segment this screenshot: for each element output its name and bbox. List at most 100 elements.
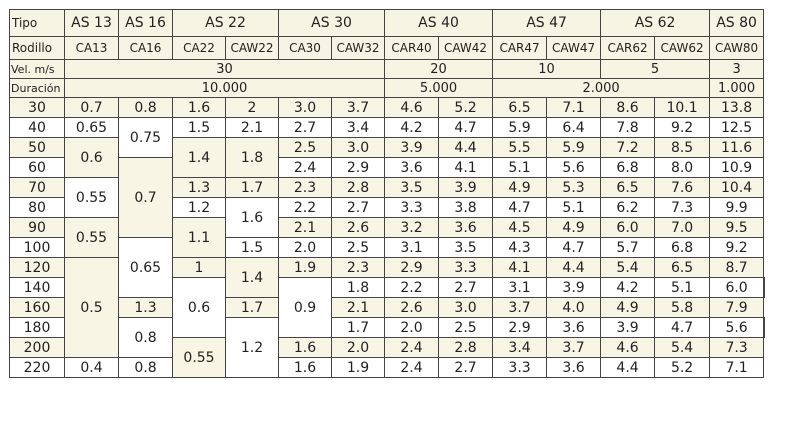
roller-caw22: CAW22 (224, 36, 280, 60)
ca16-cell: 0.75 (118, 117, 173, 158)
caw80-cell: 12.5 (709, 117, 765, 138)
speed-20: 20 (384, 59, 494, 79)
ca30-cell: 2.4 (278, 157, 333, 178)
table-row: 160 1.3 1.7 2.1 2.6 3.0 3.7 4.0 4.9 5.8 … (9, 297, 765, 318)
ca13-cell: 0.7 (64, 97, 119, 118)
ca30-cell: 2.7 (278, 117, 333, 138)
roller-caw42: CAW42 (438, 36, 494, 60)
car62-cell: 8.6 (600, 97, 656, 118)
caw47-cell: 4.2 (600, 277, 656, 298)
type-as80: AS 80 (709, 9, 765, 37)
type-as47: AS 47 (492, 9, 602, 37)
table-row: 40 0.65 0.75 1.5 2.1 2.7 3.4 4.2 4.7 5.9… (9, 117, 765, 158)
caw42-cell: 5.2 (438, 97, 494, 118)
car62-cell: 5.7 (600, 237, 656, 258)
caw42-cell: 3.3 (438, 257, 494, 278)
car47-cell: 4.7 (492, 197, 548, 218)
type-label: Tipo (9, 9, 65, 37)
caw32-cell: 2.2 (384, 277, 440, 298)
caw42-cell: 3.8 (438, 197, 494, 218)
caw42-cell: 3.9 (438, 177, 494, 198)
duration-2000: 2.000 (492, 78, 711, 98)
caw62-cell: 6.0 (709, 277, 765, 298)
caw47-cell: 4.4 (546, 257, 602, 278)
ca22-cell: 1.4 (172, 137, 226, 178)
caw62-cell: 7.0 (654, 217, 711, 238)
caw42-cell: 4.7 (438, 117, 494, 138)
load-cell: 70 (9, 177, 65, 198)
duration-1000: 1.000 (709, 78, 765, 98)
duration-10000: 10.000 (63, 78, 386, 98)
car40-cell: 4.2 (384, 117, 440, 138)
car47-cell: 5.1 (492, 157, 548, 178)
load-cell: 120 (9, 257, 65, 278)
car40-cell: 3.9 (384, 137, 440, 158)
caw32-cell: 3.7 (331, 97, 386, 118)
table-row: 120 0.5 1 1.4 1.9 2.3 2.9 3.3 4.1 4.4 5.… (9, 257, 765, 358)
load-cell: 200 (9, 337, 65, 358)
caw47-cell: 5.6 (546, 157, 602, 178)
caw62-cell: 10.1 (654, 97, 711, 118)
table-row: 140 0.6 0.9 1.8 2.2 2.7 3.1 3.9 4.2 5.1 … (9, 277, 765, 338)
ca22-cell: 0.8 (118, 317, 173, 358)
roller-header-row: Rodillo CA13 CA16 CA22 CAW22 CA30 CAW32 … (9, 36, 765, 60)
caw62-cell: 8.5 (654, 137, 711, 158)
table-row: 100 0.65 1.5 2.0 2.5 3.1 3.5 4.3 4.7 5.7… (9, 237, 765, 298)
caw80-cell: 11.6 (709, 137, 765, 158)
load-cell: 220 (9, 357, 65, 378)
ca30-cell: 1.6 (278, 337, 333, 358)
car47-cell: 4.3 (492, 237, 548, 258)
caw47-cell: 6.4 (546, 117, 602, 138)
caw32-cell: 2.6 (331, 217, 386, 238)
caw47-cell: 3.9 (600, 317, 656, 338)
ca16-cell: 0.7 (118, 157, 173, 238)
caw47-cell: 4.0 (546, 297, 602, 318)
load-cell: 180 (9, 317, 65, 338)
caw80-cell: 7.9 (709, 297, 765, 318)
car62-cell: 5.4 (600, 257, 656, 278)
caw42-cell: 3.6 (438, 217, 494, 238)
table-row: 180 0.8 1.2 1.7 2.0 2.5 2.9 3.6 3.9 4.7 … (9, 317, 765, 378)
car40-cell: 2.4 (384, 337, 440, 358)
ca30-cell: 2.3 (278, 177, 333, 198)
caw42-cell: 3.1 (492, 277, 548, 298)
speed-10: 10 (492, 59, 602, 79)
caw22-cell: 2.1 (224, 117, 280, 138)
car62-cell: 7.2 (600, 137, 656, 158)
caw62-cell: 5.8 (654, 297, 711, 318)
caw22-cell: 1.8 (224, 137, 280, 178)
car40-cell: 2.4 (384, 357, 440, 378)
caw42-cell: 3.0 (438, 297, 494, 318)
ca30-cell: 3.0 (278, 97, 333, 118)
type-as40: AS 40 (384, 9, 494, 37)
duration-header-row: Duración 10.000 5.000 2.000 1.000 (9, 78, 765, 98)
caw80-cell: 13.8 (709, 97, 765, 118)
car62-cell: 4.4 (600, 357, 656, 378)
car47-cell: 6.5 (492, 97, 548, 118)
ca16-cell: 0.55 (172, 337, 226, 378)
load-cell: 60 (9, 157, 65, 178)
car47-cell: 3.9 (546, 277, 602, 298)
car40-cell: 2.9 (384, 257, 440, 278)
car62-cell: 6.2 (600, 197, 656, 218)
car40-cell: 3.2 (384, 217, 440, 238)
roller-caw62: CAW62 (654, 36, 711, 60)
caw32-cell: 2.9 (331, 157, 386, 178)
caw62-cell: 6.8 (654, 237, 711, 258)
ca13-cell: 0.5 (64, 257, 119, 358)
caw32-cell: 2.3 (331, 257, 386, 278)
car47-cell: 4.5 (492, 217, 548, 238)
type-header-row: Tipo AS 13 AS 16 AS 22 AS 30 AS 40 AS 47… (9, 9, 765, 37)
roller-ca16: CA16 (118, 36, 173, 60)
load-cell: 50 (9, 137, 65, 158)
load-cell: 30 (9, 97, 65, 118)
roller-car47: CAR47 (492, 36, 548, 60)
car40-cell: 3.3 (384, 197, 440, 218)
caw22-cell: 1.6 (224, 197, 280, 238)
car62-cell: 6.0 (600, 217, 656, 238)
caw62-cell: 7.3 (654, 197, 711, 218)
roller-label: Rodillo (9, 36, 65, 60)
caw80-cell: 10.9 (709, 157, 765, 178)
ca13-cell: 0.55 (64, 177, 119, 218)
caw47-cell: 3.6 (546, 357, 602, 378)
